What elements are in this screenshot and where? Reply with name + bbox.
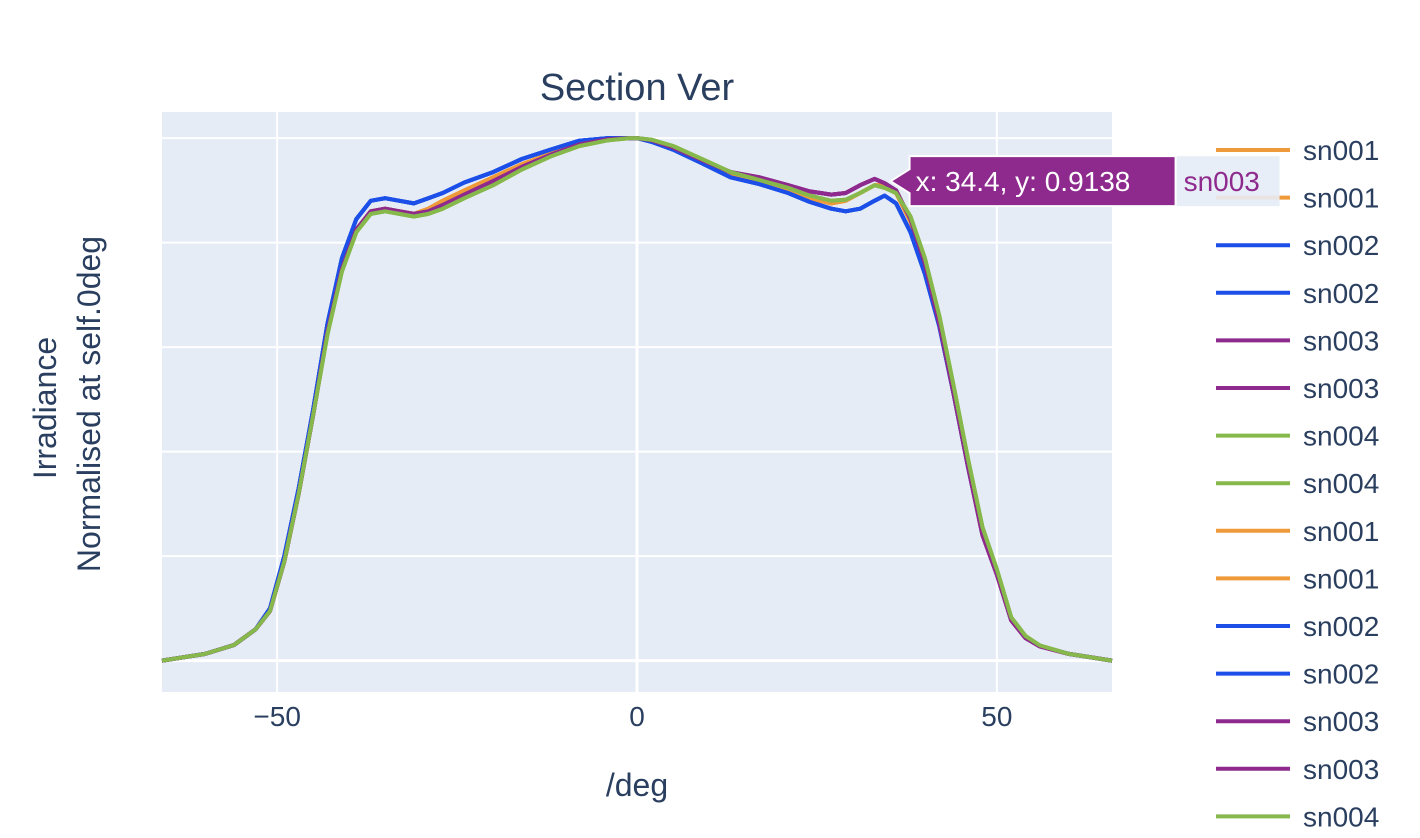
series-line-sn004[interactable] <box>161 136 1113 663</box>
legend-label: sn004 <box>1303 468 1379 499</box>
x-tick-label: 50 <box>981 701 1012 732</box>
legend-label: sn004 <box>1303 801 1379 832</box>
x-axis-title: /deg <box>606 767 668 803</box>
hover-tooltip: x: 34.4, y: 0.9138 sn003 <box>888 155 1280 208</box>
legend-item-sn001[interactable]: sn001 <box>1216 135 1379 166</box>
legend-label: sn002 <box>1303 230 1379 261</box>
legend-label: sn001 <box>1303 135 1379 166</box>
x-tick-label: −50 <box>253 701 301 732</box>
legend-label: sn004 <box>1303 421 1379 452</box>
legend-label: sn001 <box>1303 516 1379 547</box>
legend-item-sn001[interactable]: sn001 <box>1216 563 1379 594</box>
legend-item-sn004[interactable]: sn004 <box>1216 801 1379 832</box>
legend-label: sn001 <box>1303 183 1379 214</box>
legend-item-sn002[interactable]: sn002 <box>1216 611 1379 642</box>
x-tick-label: 0 <box>629 701 645 732</box>
hover-box <box>888 155 1177 208</box>
legend-item-sn003[interactable]: sn003 <box>1216 373 1379 404</box>
legend-item-sn002[interactable]: sn002 <box>1216 230 1379 261</box>
hover-value-text: x: 34.4, y: 0.9138 <box>916 166 1131 197</box>
legend-item-sn002[interactable]: sn002 <box>1216 659 1379 690</box>
legend-item-sn003[interactable]: sn003 <box>1216 754 1379 785</box>
legend-label: sn002 <box>1303 659 1379 690</box>
legend-item-sn003[interactable]: sn003 <box>1216 706 1379 737</box>
legend-label: sn003 <box>1303 325 1379 356</box>
legend-label: sn001 <box>1303 563 1379 594</box>
legend-item-sn002[interactable]: sn002 <box>1216 278 1379 309</box>
legend-label: sn002 <box>1303 278 1379 309</box>
legend-label: sn003 <box>1303 754 1379 785</box>
legend-label: sn002 <box>1303 611 1379 642</box>
legend-item-sn004[interactable]: sn004 <box>1216 421 1379 452</box>
legend-label: sn003 <box>1303 373 1379 404</box>
chart-title: Section Ver <box>540 67 735 109</box>
hover-series-name: sn003 <box>1184 166 1260 197</box>
legend-item-sn003[interactable]: sn003 <box>1216 325 1379 356</box>
legend-item-sn004[interactable]: sn004 <box>1216 468 1379 499</box>
legend-label: sn003 <box>1303 706 1379 737</box>
hover-name-box <box>1175 156 1280 207</box>
legend-item-sn001[interactable]: sn001 <box>1216 516 1379 547</box>
y-axis-title-line-1: Irradiance <box>27 337 63 479</box>
y-axis-title-line-2: Normalised at self.0deg <box>71 236 107 572</box>
